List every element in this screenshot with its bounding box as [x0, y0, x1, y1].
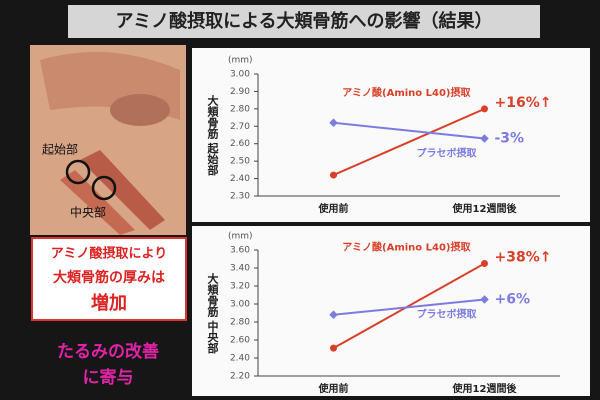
y-tick-label: 2.30: [230, 192, 250, 202]
y-tick-label: 2.20: [230, 372, 250, 382]
marker-circle: [65, 159, 91, 185]
data-point: [481, 260, 488, 267]
data-point: [329, 118, 338, 128]
title-banner: [68, 5, 540, 38]
series-annotation: -3%: [495, 130, 525, 146]
series-line: [333, 121, 485, 140]
series-annotation: +16%↑: [495, 95, 552, 111]
callout-text: アミノ酸摂取により: [51, 246, 167, 262]
y-axis-label: 大頬骨筋 中央部: [206, 271, 220, 354]
y-axis-label: 大頬骨筋 起始部: [206, 93, 220, 176]
y-tick-label: 3.00: [230, 70, 250, 80]
series-name: アミノ酸(Amino L40)摂取: [342, 241, 471, 254]
y-tick-label: 2.50: [230, 157, 250, 167]
data-point: [480, 134, 489, 143]
figure-label: 起始部: [42, 142, 78, 157]
series-name: アミノ酸(Amino L40)摂取: [342, 86, 471, 99]
data-point: [329, 310, 338, 320]
y-tick-label: 3.60: [230, 246, 250, 256]
data-point: [330, 171, 337, 179]
callout-text: 増加: [91, 292, 127, 314]
y-tick-label: 2.80: [230, 104, 250, 114]
callout-text: 大頬骨筋の厚みは: [53, 269, 165, 286]
y-axis-unit: (mm): [228, 56, 253, 66]
x-tick-label: 使用前: [318, 382, 349, 395]
series-annotation: +38%↑: [495, 250, 552, 266]
data-point: [481, 105, 488, 113]
y-tick-label: 2.80: [230, 318, 250, 328]
y-tick-label: 2.40: [230, 174, 250, 184]
y-tick-label: 3.40: [230, 264, 250, 274]
y-axis-unit: (mm): [228, 232, 253, 242]
series-annotation: +6%: [495, 292, 531, 308]
series-line: [333, 298, 485, 316]
eye-muscle: [110, 94, 170, 126]
series-line: [333, 107, 485, 177]
y-tick-label: 3.00: [230, 300, 250, 310]
conclusion-text: たるみの改善: [57, 341, 159, 362]
x-tick-label: 使用前: [318, 202, 349, 215]
y-tick-label: 2.60: [230, 139, 250, 149]
series-name: プラセボ摂取: [417, 146, 478, 159]
face-illustration: 起始部 中央部: [30, 45, 186, 235]
muscle: [80, 150, 165, 230]
marker-circle: [91, 175, 117, 201]
x-tick-label: 使用12週間後: [452, 382, 518, 395]
y-tick-label: 2.70: [230, 122, 250, 132]
slide-title: アミノ酸摂取による大頬骨筋への影響（結果）: [115, 10, 492, 32]
y-tick-label: 2.90: [230, 87, 250, 97]
series-name: プラセボ摂取: [417, 308, 478, 321]
y-tick-label: 2.40: [230, 354, 250, 364]
callout-box: [31, 237, 187, 321]
series-line: [333, 262, 485, 349]
figure-label: 中央部: [70, 205, 106, 220]
conclusion-text: に寄与: [83, 367, 134, 388]
data-point: [480, 295, 489, 304]
y-tick-label: 3.20: [230, 282, 250, 292]
data-point: [330, 344, 337, 352]
x-tick-label: 使用12週間後: [452, 202, 518, 215]
y-tick-label: 2.60: [230, 336, 250, 346]
muscle: [60, 170, 135, 235]
